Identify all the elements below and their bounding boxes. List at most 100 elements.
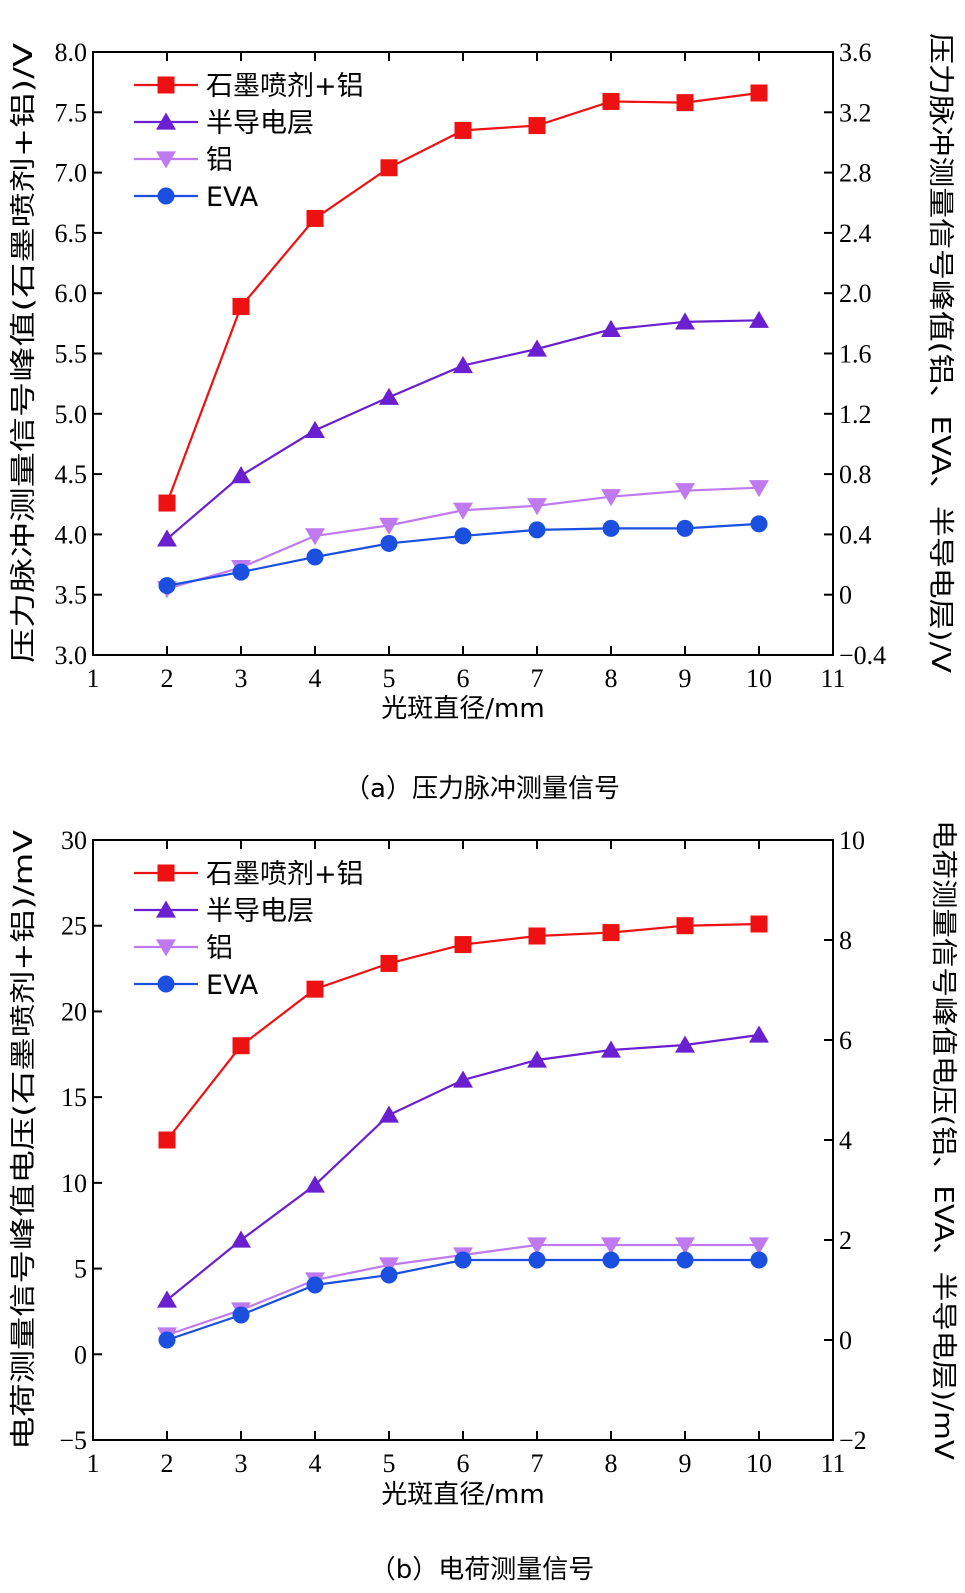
x-tick-label: 5 bbox=[383, 664, 396, 693]
x-tick-label: 7 bbox=[531, 1449, 544, 1478]
data-point bbox=[379, 1105, 399, 1123]
y-right-tick-label: 2 bbox=[839, 1226, 852, 1255]
data-point bbox=[453, 356, 473, 374]
x-tick-label: 3 bbox=[235, 1449, 248, 1478]
x-tick-label: 2 bbox=[161, 664, 174, 693]
y-right-tick-label: 1.6 bbox=[839, 340, 872, 369]
series-0 bbox=[158, 915, 768, 1149]
x-tick-label: 9 bbox=[679, 664, 692, 693]
legend-marker bbox=[156, 939, 176, 957]
x-tick-label: 2 bbox=[161, 1449, 174, 1478]
data-point bbox=[380, 159, 398, 177]
data-point bbox=[379, 387, 399, 405]
y-right-tick-label: 3.2 bbox=[839, 98, 872, 127]
y-right-tick-label: 8 bbox=[839, 926, 852, 955]
data-point bbox=[527, 339, 547, 357]
legend-marker bbox=[157, 975, 175, 993]
x-tick-label: 10 bbox=[746, 1449, 772, 1478]
data-point bbox=[305, 420, 325, 438]
series-1 bbox=[157, 310, 769, 547]
legend-label: 石墨喷剂+铝 bbox=[206, 71, 364, 102]
series-line bbox=[166, 922, 760, 1141]
data-point bbox=[749, 480, 769, 498]
data-point bbox=[158, 1331, 176, 1349]
data-point bbox=[601, 489, 621, 507]
data-point bbox=[454, 527, 472, 545]
legend-marker bbox=[156, 112, 176, 130]
data-point bbox=[602, 1251, 620, 1269]
y-right-tick-label: 2.4 bbox=[839, 219, 872, 248]
data-point bbox=[676, 1251, 694, 1269]
x-tick-label: 8 bbox=[605, 664, 618, 693]
y-right-tick-label: 0 bbox=[839, 1326, 852, 1355]
data-point bbox=[379, 517, 399, 535]
data-point bbox=[306, 1276, 324, 1294]
data-point bbox=[749, 310, 769, 328]
data-point bbox=[675, 1035, 695, 1053]
data-point bbox=[602, 924, 620, 942]
x-tick-label: 6 bbox=[457, 664, 470, 693]
data-point bbox=[602, 519, 620, 537]
legend-label: 铝 bbox=[206, 933, 233, 964]
data-point bbox=[749, 1237, 769, 1255]
data-point bbox=[453, 1070, 473, 1088]
data-point bbox=[602, 92, 620, 110]
legend-entry: 铝 bbox=[134, 145, 233, 176]
data-point bbox=[750, 915, 768, 933]
data-point bbox=[528, 117, 546, 135]
legend-entry: 铝 bbox=[134, 933, 233, 964]
y-left-tick-label: 4.0 bbox=[55, 520, 88, 549]
legend-label: 半导电层 bbox=[206, 108, 314, 139]
x-tick-label: 4 bbox=[309, 1449, 322, 1478]
y-left-tick-label: 20 bbox=[61, 997, 87, 1026]
legend-label: 铝 bbox=[206, 145, 233, 176]
data-point bbox=[676, 519, 694, 537]
data-point bbox=[528, 1251, 546, 1269]
data-point bbox=[158, 1131, 176, 1149]
data-point bbox=[601, 1237, 621, 1255]
chart-b: 1 2 3 4 5 6 7 8 9 10 11 −5 0 5 10 15 20 25 30 −2 0 2 4 6 8 10 光斑直径… bbox=[9, 820, 958, 1585]
data-point bbox=[306, 980, 324, 998]
legend-entry: 半导电层 bbox=[134, 896, 314, 927]
data-point bbox=[749, 1025, 769, 1043]
data-point bbox=[453, 502, 473, 520]
data-point bbox=[157, 1290, 177, 1308]
legend-label: EVA bbox=[206, 182, 259, 213]
data-point bbox=[527, 498, 547, 516]
x-tick-label: 11 bbox=[820, 664, 845, 693]
series-line bbox=[165, 91, 760, 504]
y-left-axis-label: 电荷测量信号峰值电压(石墨喷剂+铝)/mV bbox=[9, 830, 39, 1450]
x-tick-label: 8 bbox=[605, 1449, 618, 1478]
y-right-tick-label: 10 bbox=[839, 826, 865, 855]
data-point bbox=[601, 319, 621, 337]
data-point bbox=[675, 483, 695, 501]
plot-frame bbox=[92, 839, 834, 1441]
data-point bbox=[158, 494, 176, 512]
y-left-tick-label: 4.5 bbox=[55, 460, 88, 489]
plot-frame bbox=[92, 51, 834, 656]
y-left-tick-label: 0 bbox=[74, 1340, 87, 1369]
y-left-tick-label: 30 bbox=[61, 826, 87, 855]
data-point bbox=[380, 954, 398, 972]
data-point bbox=[380, 1266, 398, 1284]
x-axis-label: 光斑直径/mm bbox=[381, 694, 544, 724]
series-3 bbox=[158, 515, 768, 595]
legend-marker bbox=[157, 187, 175, 205]
x-tick-label: 7 bbox=[531, 664, 544, 693]
y-left-tick-label: 3.5 bbox=[55, 581, 88, 610]
y-right-tick-label: 1.2 bbox=[839, 400, 872, 429]
legend-label: EVA bbox=[206, 970, 259, 1001]
data-point bbox=[306, 548, 324, 566]
series-3 bbox=[158, 1251, 768, 1349]
data-point bbox=[528, 927, 546, 945]
y-left-tick-label: 6.5 bbox=[55, 219, 88, 248]
data-point bbox=[232, 297, 250, 315]
y-left-tick-label: 10 bbox=[61, 1169, 87, 1198]
data-point bbox=[306, 209, 324, 227]
data-point bbox=[231, 1230, 251, 1248]
x-tick-label: 6 bbox=[457, 1449, 470, 1478]
series-0 bbox=[158, 84, 768, 512]
data-point bbox=[305, 1175, 325, 1193]
data-point bbox=[675, 1237, 695, 1255]
data-point bbox=[232, 1037, 250, 1055]
